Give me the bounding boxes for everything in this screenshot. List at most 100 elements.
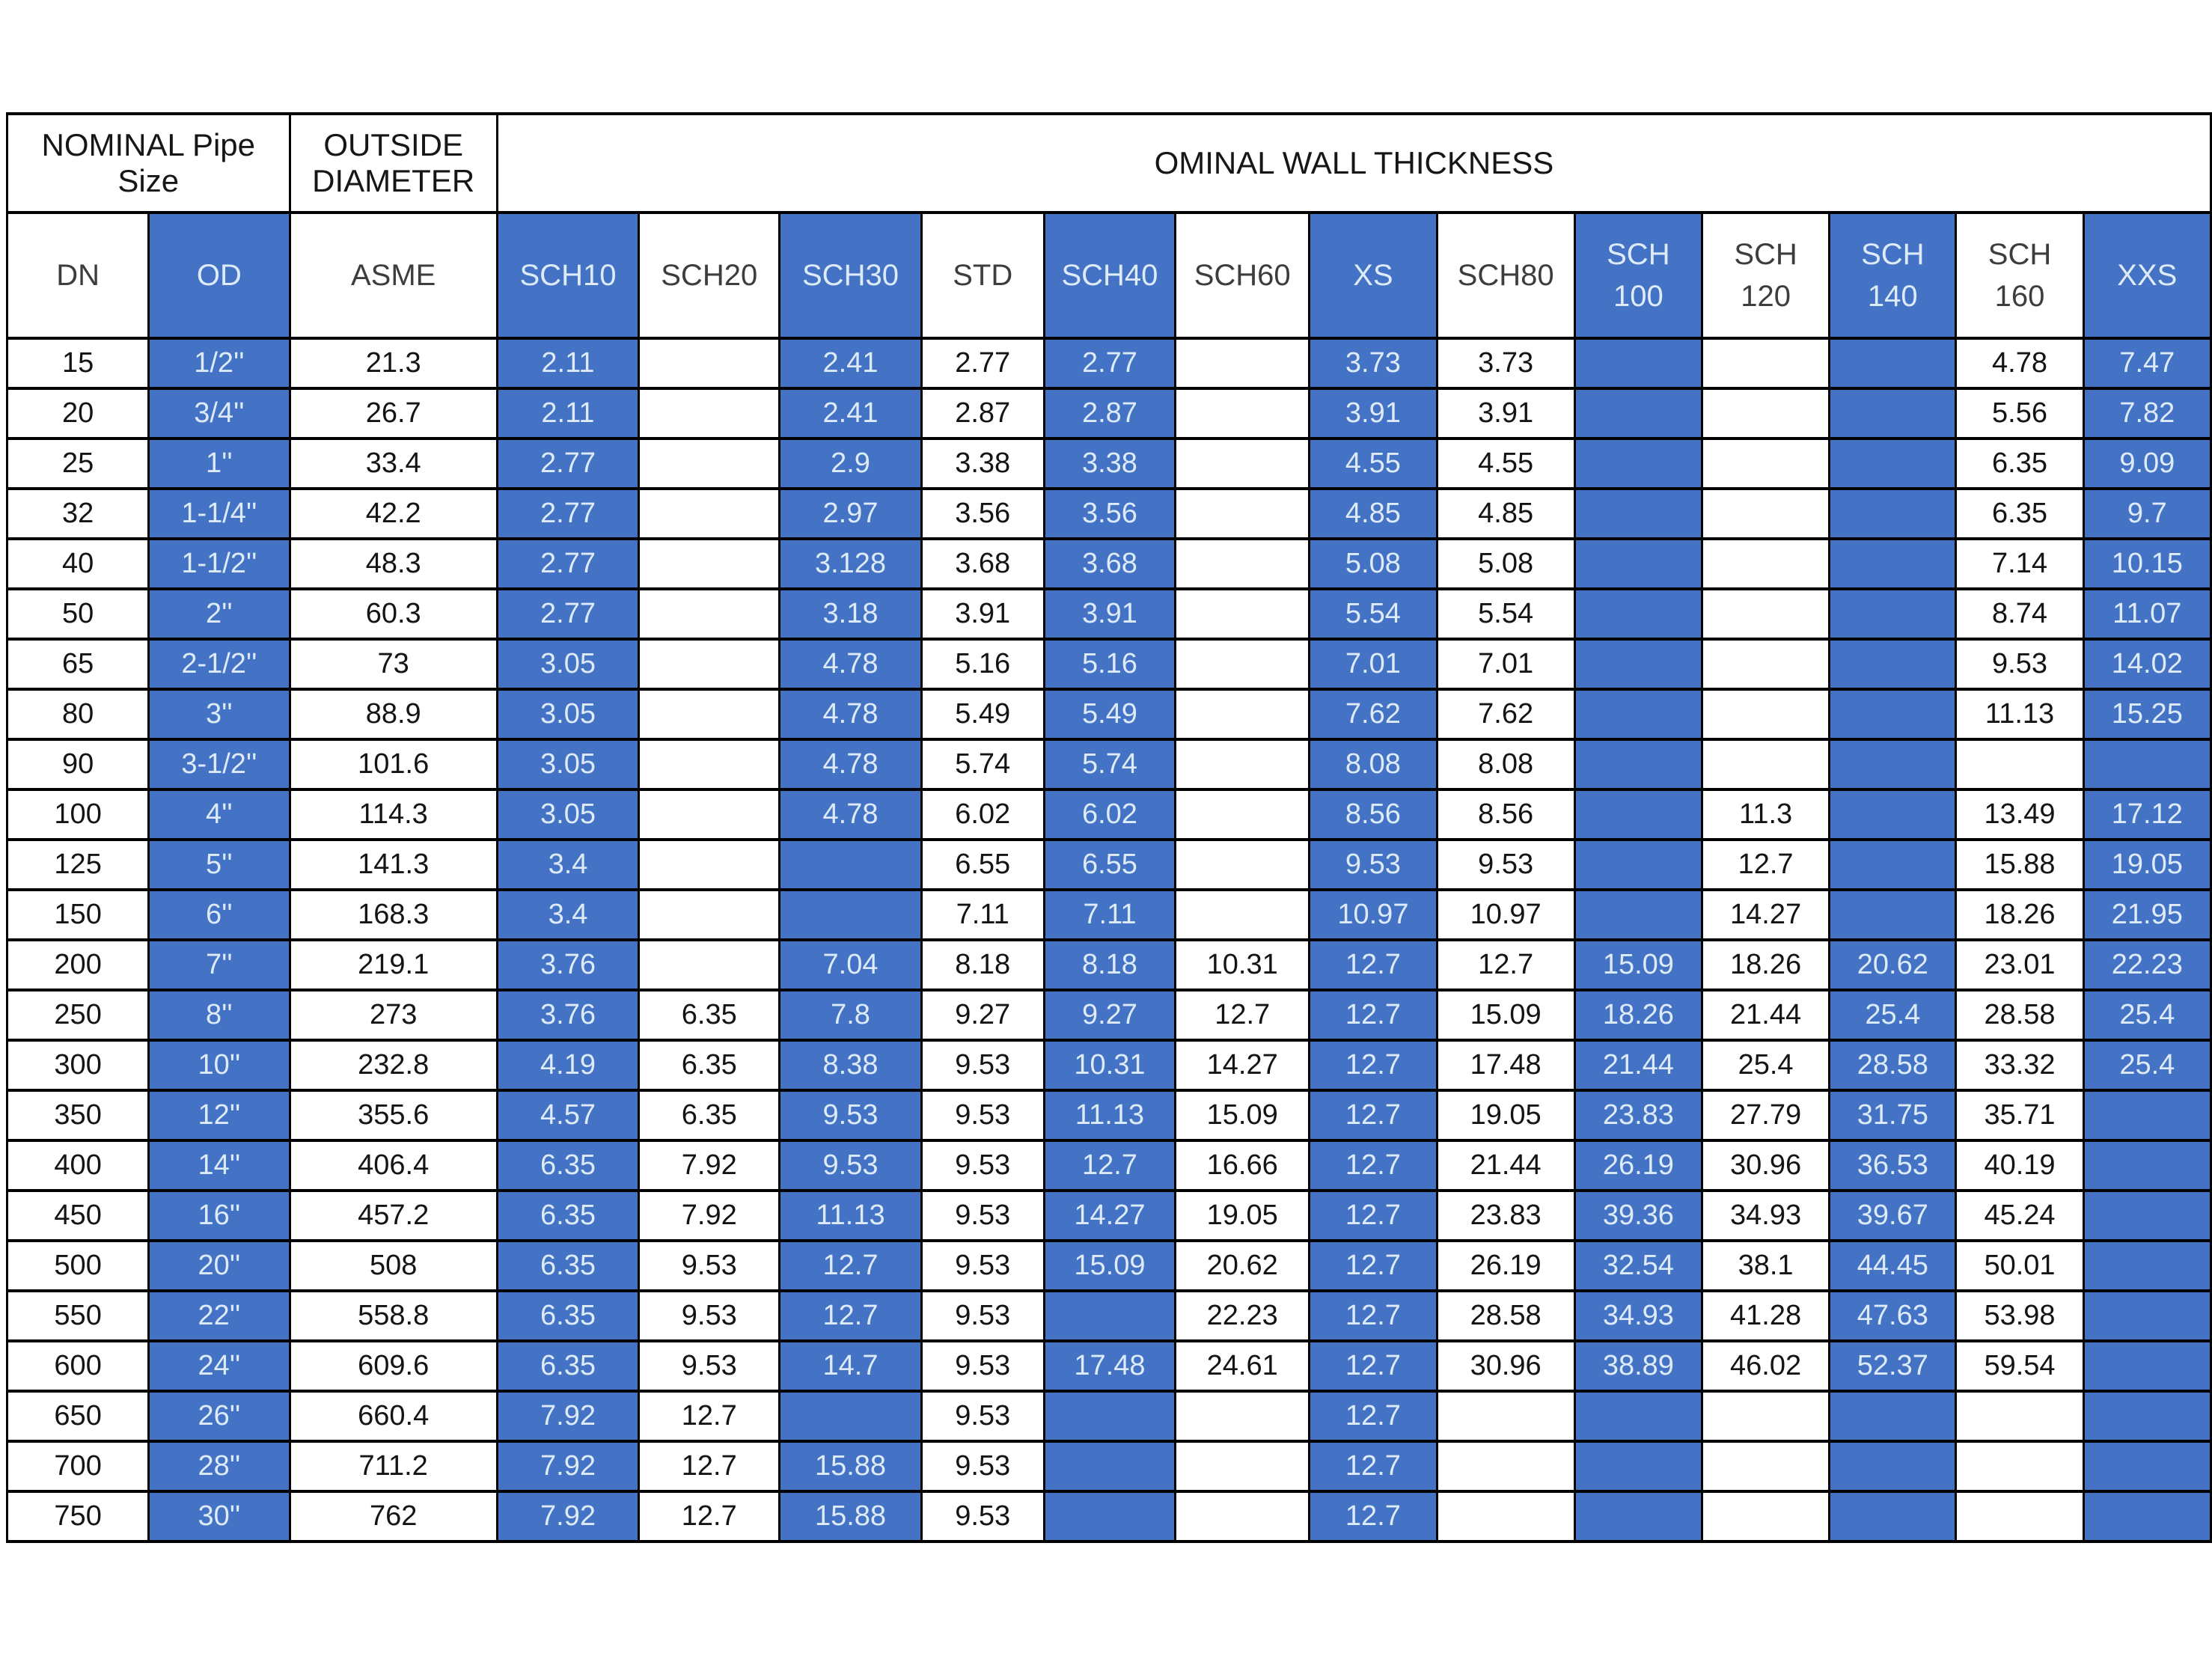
table-cell-sch80: 7.01: [1435, 638, 1576, 691]
table-cell-sch40: 11.13: [1042, 1089, 1177, 1142]
column-header-std: STD: [920, 211, 1045, 340]
table-cell-dn: 15: [5, 337, 150, 390]
table-cell-sch60: [1174, 688, 1311, 741]
table-cell-xs: 12.7: [1308, 1039, 1438, 1092]
table-cell-sch80: 26.19: [1435, 1239, 1576, 1292]
table-cell-xs: 12.7: [1308, 1440, 1438, 1493]
table-cell-xxs: 11.07: [2082, 587, 2212, 641]
table-cell-od: 1'': [147, 437, 291, 490]
table-cell-od: 16'': [147, 1189, 291, 1242]
table-row-dn-15: 15 1/2'' 21.3 2.11 2.41 2.77 2.77 3.73 3.73 4.78 7…: [5, 337, 2212, 390]
table-cell-sch120: 12.7: [1700, 838, 1831, 891]
table-row-dn-25: 25 1'' 33.4 2.77 2.9 3.38 3.38 4.55 4.55 6.35 9.09: [5, 437, 2212, 490]
table-cell-sch80: 8.08: [1435, 738, 1576, 791]
table-cell-sch40: 17.48: [1042, 1339, 1177, 1393]
table-cell-sch40: [1042, 1390, 1177, 1443]
table-cell-od: 6'': [147, 888, 291, 941]
table-cell-dn: 350: [5, 1089, 150, 1142]
table-cell-xxs: 7.82: [2082, 387, 2212, 440]
table-cell-sch60: [1174, 337, 1311, 390]
table-cell-sch10: 2.77: [495, 437, 641, 490]
table-cell-dn: 300: [5, 1039, 150, 1092]
table-cell-sch100: [1573, 337, 1703, 390]
column-header-sch140: SCH 140: [1828, 211, 1958, 340]
table-cell-sch40: 6.02: [1042, 788, 1177, 841]
column-header-xxs: XXS: [2082, 211, 2212, 340]
table-cell-asme: 711.2: [288, 1440, 498, 1493]
table-cell-sch160: 23.01: [1955, 938, 2085, 992]
table-cell-std: 5.74: [920, 738, 1045, 791]
table-row-dn-90: 90 3-1/2'' 101.6 3.05 4.78 5.74 5.74 8.08 8.08: [5, 738, 2212, 791]
table-cell-sch20: 6.35: [638, 1089, 781, 1142]
table-cell-asme: 168.3: [288, 888, 498, 941]
table-cell-sch20: 6.35: [638, 989, 781, 1042]
table-cell-sch140: 36.53: [1828, 1139, 1958, 1192]
table-cell-xs: 12.7: [1308, 1089, 1438, 1142]
table-cell-xxs: [2082, 1390, 2212, 1443]
table-cell-sch140: [1828, 1440, 1958, 1493]
table-cell-asme: 42.2: [288, 487, 498, 540]
table-cell-sch40: 3.56: [1042, 487, 1177, 540]
table-cell-std: 9.53: [920, 1289, 1045, 1342]
group-header: OUTSIDE DIAMETER: [288, 112, 498, 214]
table-cell-asme: 406.4: [288, 1139, 498, 1192]
table-cell-od: 3/4'': [147, 387, 291, 440]
table-cell-dn: 550: [5, 1289, 150, 1342]
column-header-sch30: SCH30: [778, 211, 923, 340]
table-cell-sch30: 2.9: [778, 437, 923, 490]
table-cell-sch20: 12.7: [638, 1490, 781, 1543]
table-cell-sch80: 10.97: [1435, 888, 1576, 941]
table-row-dn-50: 50 2'' 60.3 2.77 3.18 3.91 3.91 5.54 5.54 8.74 11.…: [5, 587, 2212, 641]
table-cell-asme: 88.9: [288, 688, 498, 741]
table-cell-xxs: [2082, 738, 2212, 791]
table-cell-sch160: 6.35: [1955, 437, 2085, 490]
table-cell-sch160: 7.14: [1955, 537, 2085, 590]
table-cell-std: 9.27: [920, 989, 1045, 1042]
table-cell-sch100: [1573, 587, 1703, 641]
table-cell-std: 8.18: [920, 938, 1045, 992]
table-row-dn-32: 32 1-1/4'' 42.2 2.77 2.97 3.56 3.56 4.85 4.85 6.3…: [5, 487, 2212, 540]
table-cell-sch100: [1573, 537, 1703, 590]
table-cell-std: 9.53: [920, 1189, 1045, 1242]
table-cell-sch120: [1700, 1490, 1831, 1543]
table-cell-std: 9.53: [920, 1390, 1045, 1443]
table-cell-asme: 26.7: [288, 387, 498, 440]
table-cell-sch120: 14.27: [1700, 888, 1831, 941]
table-cell-sch60: 24.61: [1174, 1339, 1311, 1393]
table-cell-od: 1/2'': [147, 337, 291, 390]
column-header-sch100: SCH 100: [1573, 211, 1703, 340]
table-cell-sch60: [1174, 387, 1311, 440]
table-cell-od: 24'': [147, 1339, 291, 1393]
table-cell-sch140: 25.4: [1828, 989, 1958, 1042]
table-cell-sch10: 3.05: [495, 788, 641, 841]
table-cell-sch160: 13.49: [1955, 788, 2085, 841]
table-header: NOMINAL Pipe Size OUTSIDE DIAMETER OMINAL …: [5, 112, 2212, 340]
table-cell-sch80: 30.96: [1435, 1339, 1576, 1393]
table-cell-asme: 508: [288, 1239, 498, 1292]
table-cell-std: 9.53: [920, 1139, 1045, 1192]
table-cell-sch140: [1828, 788, 1958, 841]
table-cell-sch140: 28.58: [1828, 1039, 1958, 1092]
table-cell-asme: 609.6: [288, 1339, 498, 1393]
table-cell-od: 5'': [147, 838, 291, 891]
table-cell-sch40: [1042, 1289, 1177, 1342]
table-cell-od: 1-1/2'': [147, 537, 291, 590]
table-cell-xs: 5.08: [1308, 537, 1438, 590]
table-cell-sch60: 16.66: [1174, 1139, 1311, 1192]
table-cell-sch60: [1174, 888, 1311, 941]
table-cell-dn: 25: [5, 437, 150, 490]
table-row-dn-500: 500 20'' 508 6.35 9.53 12.7 9.53 15.09 20.62 12.7…: [5, 1239, 2212, 1292]
table-cell-dn: 700: [5, 1440, 150, 1493]
table-cell-sch40: 7.11: [1042, 888, 1177, 941]
table-cell-sch20: [638, 638, 781, 691]
table-cell-od: 28'': [147, 1440, 291, 1493]
table-cell-xs: 8.08: [1308, 738, 1438, 791]
table-cell-sch20: [638, 688, 781, 741]
table-cell-sch20: 7.92: [638, 1139, 781, 1192]
table-cell-sch60: 20.62: [1174, 1239, 1311, 1292]
table-cell-sch40: [1042, 1490, 1177, 1543]
table-cell-std: 9.53: [920, 1339, 1045, 1393]
table-cell-od: 12'': [147, 1089, 291, 1142]
table-cell-sch100: [1573, 1390, 1703, 1443]
table-cell-sch40: 10.31: [1042, 1039, 1177, 1092]
